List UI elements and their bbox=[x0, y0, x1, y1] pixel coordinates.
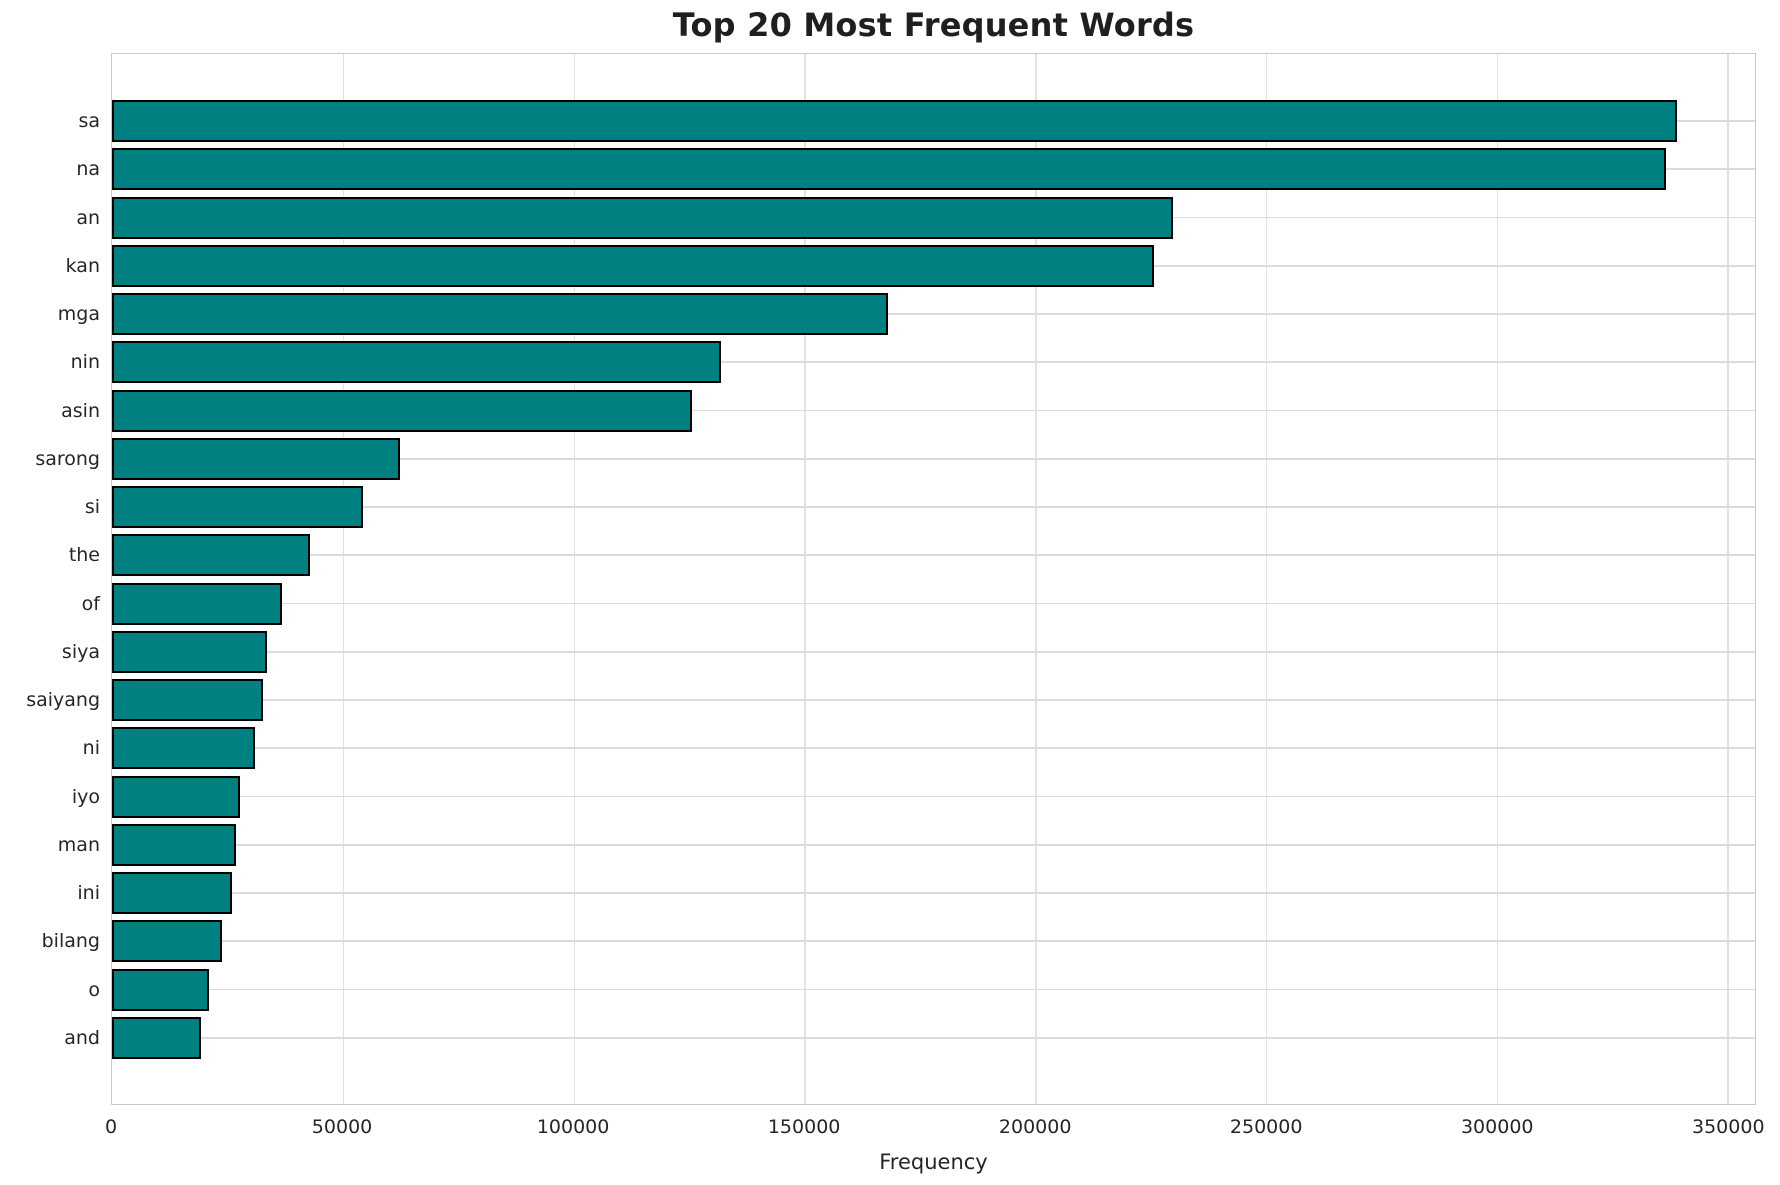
y-tick-label: the bbox=[68, 544, 100, 567]
bar-row: sa bbox=[78, 100, 1755, 142]
bar-rows: sa na an kan mga nin asin sarong si the of siya saiy… bbox=[26, 54, 1755, 1104]
bar bbox=[112, 920, 223, 963]
bar bbox=[112, 582, 283, 625]
x-tick-label: 100000 bbox=[536, 1116, 610, 1138]
bar-row: bilang bbox=[42, 920, 1755, 963]
y-tick-label: sarong bbox=[35, 447, 100, 470]
x-tick-label: 0 bbox=[104, 1116, 118, 1138]
vertical-gridline bbox=[804, 54, 806, 1104]
horizontal-gridline bbox=[112, 506, 1755, 508]
bar bbox=[112, 437, 401, 480]
bar bbox=[112, 389, 693, 432]
bar-row: si bbox=[85, 486, 1755, 528]
y-tick-label: mga bbox=[57, 303, 100, 325]
bar-row: siya bbox=[62, 630, 1755, 673]
y-tick-label: ini bbox=[77, 882, 100, 904]
bar bbox=[112, 823, 236, 866]
bar bbox=[112, 679, 263, 721]
horizontal-gridline bbox=[112, 409, 1755, 412]
x-axis-label: Frequency bbox=[879, 1150, 988, 1174]
bar bbox=[112, 148, 1667, 191]
bar-row: of bbox=[82, 582, 1755, 625]
y-tick-label: ni bbox=[82, 737, 100, 760]
bar bbox=[112, 630, 268, 673]
vertical-gridline bbox=[1265, 54, 1268, 1104]
horizontal-gridline bbox=[112, 699, 1755, 701]
bar bbox=[112, 486, 363, 528]
y-tick-label: sa bbox=[78, 110, 100, 132]
y-tick-label: of bbox=[81, 592, 100, 615]
y-tick-label: si bbox=[84, 496, 100, 518]
y-tick-label: man bbox=[57, 833, 100, 856]
y-tick-label: nin bbox=[70, 351, 100, 374]
x-tick-label: 150000 bbox=[767, 1116, 841, 1138]
horizontal-gridline bbox=[112, 313, 1755, 315]
bar-row: ini bbox=[77, 872, 1755, 914]
bar-row: the bbox=[69, 534, 1755, 577]
horizontal-gridline bbox=[112, 554, 1755, 557]
y-tick-label: o bbox=[88, 978, 100, 1001]
x-tick-label: 300000 bbox=[1460, 1116, 1534, 1138]
y-tick-label: kan bbox=[65, 254, 100, 277]
bar bbox=[112, 534, 310, 577]
horizontal-gridline bbox=[112, 988, 1755, 991]
horizontal-gridline bbox=[112, 747, 1755, 750]
horizontal-gridline bbox=[112, 795, 1755, 798]
bar bbox=[112, 727, 255, 770]
bar-row: nin bbox=[71, 341, 1755, 384]
horizontal-gridline bbox=[112, 892, 1755, 894]
x-tick-label: 50000 bbox=[311, 1116, 373, 1138]
bar bbox=[112, 244, 1154, 287]
y-tick-label: na bbox=[76, 158, 100, 181]
chart-title: Top 20 Most Frequent Words bbox=[672, 6, 1195, 44]
bar bbox=[112, 1016, 202, 1059]
horizontal-gridline bbox=[112, 940, 1755, 943]
bar bbox=[112, 341, 721, 384]
horizontal-gridline bbox=[112, 361, 1755, 364]
bar-row: sarong bbox=[35, 437, 1755, 480]
bar bbox=[112, 196, 1174, 239]
bar-row: saiyang bbox=[26, 679, 1755, 721]
x-tick-label: 250000 bbox=[1229, 1116, 1303, 1138]
y-tick-label: iyo bbox=[71, 785, 100, 808]
bar-row: na bbox=[76, 148, 1755, 191]
y-tick-label: and bbox=[64, 1026, 100, 1049]
vertical-gridline bbox=[342, 54, 345, 1104]
vertical-gridline bbox=[1727, 54, 1729, 1104]
y-tick-label: an bbox=[76, 206, 100, 229]
bar bbox=[112, 293, 889, 335]
bar-row: iyo bbox=[72, 775, 1755, 818]
bar-row: man bbox=[58, 823, 1755, 866]
bar-row: ni bbox=[83, 727, 1755, 770]
bar bbox=[112, 968, 209, 1011]
bar-row: kan bbox=[66, 244, 1755, 287]
bar bbox=[112, 775, 241, 818]
bar-row: o bbox=[88, 968, 1755, 1011]
horizontal-gridline bbox=[112, 457, 1755, 460]
bar-row: asin bbox=[61, 389, 1755, 432]
y-tick-label: bilang bbox=[41, 930, 100, 953]
bar-row: an bbox=[76, 196, 1755, 239]
bar bbox=[112, 872, 232, 914]
bar-row: mga bbox=[58, 293, 1755, 335]
plot-area: sa na an kan mga nin asin sarong si the of siya saiy… bbox=[26, 53, 1756, 1105]
bar bbox=[112, 100, 1678, 142]
x-tick-label: 200000 bbox=[998, 1116, 1072, 1138]
vertical-gridline bbox=[1035, 54, 1037, 1104]
horizontal-gridline bbox=[112, 650, 1755, 653]
bar-row: and bbox=[64, 1016, 1755, 1059]
horizontal-gridline bbox=[112, 602, 1755, 605]
x-tick-label: 350000 bbox=[1692, 1116, 1765, 1138]
horizontal-gridline bbox=[112, 843, 1755, 846]
horizontal-gridline bbox=[112, 1036, 1755, 1039]
y-tick-label: asin bbox=[61, 399, 100, 422]
y-tick-label: siya bbox=[61, 640, 100, 663]
y-tick-label: saiyang bbox=[26, 689, 100, 711]
vertical-gridline bbox=[573, 54, 576, 1104]
vertical-gridline bbox=[1496, 54, 1499, 1104]
